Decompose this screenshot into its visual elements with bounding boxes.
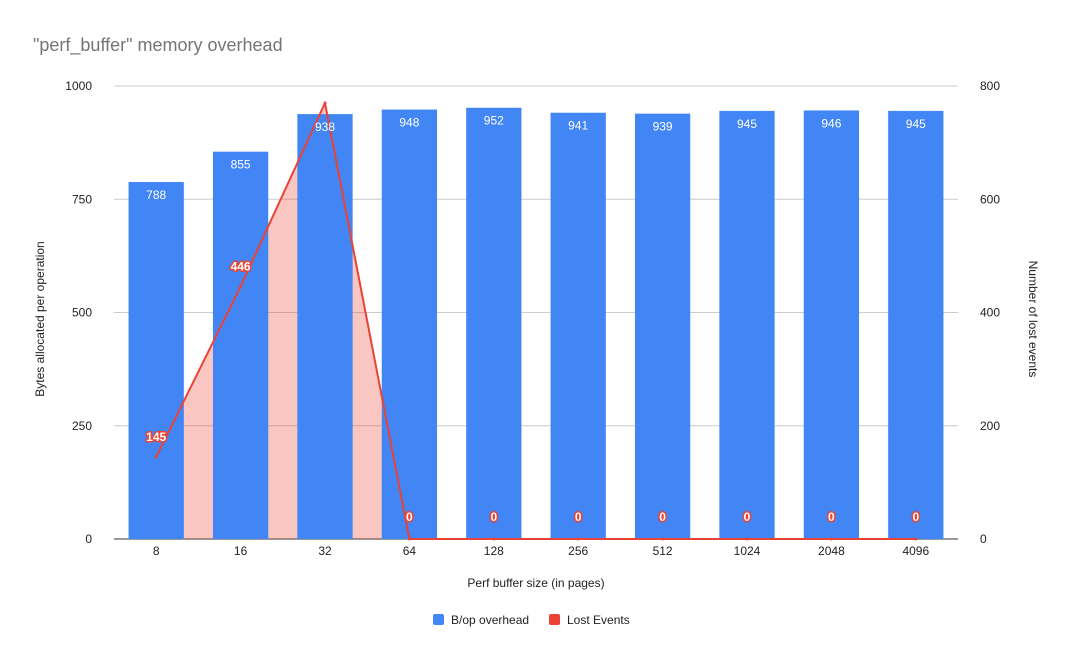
line-data-labels: 145 446 0 0 0 0 0 0 0 — [145, 258, 921, 526]
line-data-label: 0 — [828, 510, 835, 524]
y-tick-label: 500 — [72, 306, 92, 320]
bar — [297, 114, 353, 539]
lost-events-area-fill — [156, 102, 916, 540]
bar-data-label: 948 — [399, 116, 419, 130]
y-axis-title: Bytes allocated per operation — [33, 241, 47, 396]
line-data-label: 446 — [231, 259, 251, 273]
left-axis-ticks: 0 250 500 750 1000 — [65, 79, 92, 546]
bar-data-label: 938 — [315, 120, 335, 134]
bar — [212, 151, 269, 539]
lost-events-line — [155, 101, 916, 540]
line-data-label: 145 — [146, 430, 166, 444]
bar — [888, 110, 944, 539]
line-point — [407, 537, 411, 541]
lost-events-area — [156, 102, 916, 540]
x-tick-label: 1024 — [734, 544, 761, 558]
x-tick-label: 128 — [484, 544, 504, 558]
y-tick-label: 1000 — [65, 79, 92, 93]
line-point — [492, 537, 496, 541]
bar-data-label: 952 — [484, 114, 504, 128]
line-point — [239, 284, 243, 288]
bars-series — [128, 107, 944, 540]
bar-data-label: 945 — [906, 117, 926, 131]
line-data-label: 0 — [659, 510, 666, 524]
line-point — [323, 101, 327, 105]
x-axis-title: Perf buffer size (in pages) — [467, 576, 604, 590]
x-tick-label: 32 — [318, 544, 332, 558]
bar-data-labels: 788 855 938 948 952 941 939 945 946 945 — [146, 114, 926, 202]
line-point — [661, 537, 665, 541]
bar — [550, 112, 606, 540]
x-tick-label: 16 — [234, 544, 248, 558]
line-data-label: 0 — [490, 510, 497, 524]
line-point — [745, 537, 749, 541]
bar — [634, 113, 691, 540]
y-tick-label: 250 — [72, 419, 92, 433]
bar-data-label: 788 — [146, 188, 166, 202]
legend-label: Lost Events — [567, 613, 630, 627]
legend-label: B/op overhead — [451, 613, 529, 627]
line-data-label: 0 — [912, 510, 919, 524]
bar-data-label: 945 — [737, 117, 757, 131]
legend-item[interactable]: Lost Events — [549, 613, 630, 627]
bar-data-label: 855 — [231, 158, 251, 172]
line-data-label: 0 — [575, 510, 582, 524]
x-tick-label: 256 — [568, 544, 588, 558]
y2-tick-label: 200 — [980, 419, 1000, 433]
bar-data-label: 941 — [568, 119, 588, 133]
bar — [128, 182, 184, 539]
bar — [381, 109, 438, 539]
y-tick-label: 750 — [72, 192, 92, 206]
bar — [803, 110, 860, 539]
line-point — [829, 537, 833, 541]
y2-axis-title: Number of lost events — [1026, 261, 1040, 378]
x-tick-label: 8 — [153, 544, 160, 558]
bar-data-label: 939 — [653, 120, 673, 134]
y2-tick-label: 400 — [980, 306, 1000, 320]
x-tick-label: 64 — [403, 544, 417, 558]
line-data-label: 0 — [744, 510, 751, 524]
line-point — [914, 537, 918, 541]
line-point — [576, 537, 580, 541]
y2-tick-label: 0 — [980, 532, 987, 546]
x-tick-label: 512 — [653, 544, 673, 558]
x-axis-ticks: 8 16 32 64 128 256 512 1024 2048 4096 — [153, 544, 930, 558]
bar — [466, 107, 522, 539]
right-axis-ticks: 0 200 400 600 800 — [980, 79, 1000, 546]
chart-title: "perf_buffer" memory overhead — [33, 35, 283, 56]
x-tick-label: 4096 — [902, 544, 929, 558]
y2-tick-label: 800 — [980, 79, 1000, 93]
y2-tick-label: 600 — [980, 192, 1000, 206]
lost-events-line-series — [154, 101, 918, 541]
bar-data-label: 946 — [821, 116, 841, 130]
x-tick-label: 2048 — [818, 544, 845, 558]
y-tick-label: 0 — [85, 532, 92, 546]
line-point — [154, 455, 158, 459]
legend-item[interactable]: B/op overhead — [433, 613, 529, 627]
legend-swatch — [549, 614, 560, 625]
line-data-label: 0 — [406, 510, 413, 524]
bar — [719, 110, 775, 539]
legend-swatch — [433, 614, 444, 625]
legend: B/op overhead Lost Events — [433, 613, 630, 627]
